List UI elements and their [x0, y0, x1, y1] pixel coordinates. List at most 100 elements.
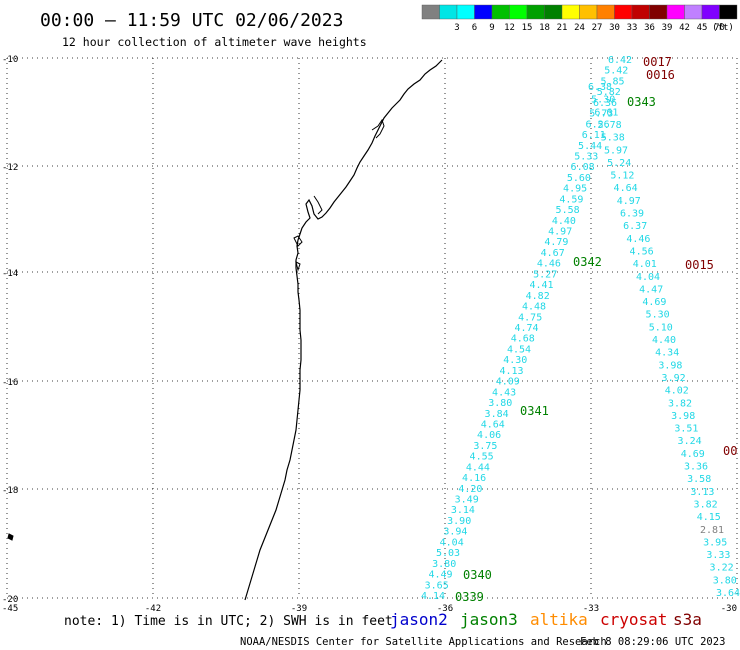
swh-value-label: 3.14: [451, 505, 475, 516]
swh-value-label: 4.82: [526, 291, 550, 302]
colorbar-unit-label: (ft): [712, 23, 734, 33]
swh-value-label: 3.65: [425, 580, 449, 591]
colorbar-swatch: [596, 4, 615, 20]
swh-value-label: 4.15: [697, 512, 721, 523]
colorbar-swatch: [631, 4, 650, 20]
latitude-label: -18: [2, 486, 18, 496]
colorbar-tick-label: 45: [697, 23, 708, 33]
colorbar-swatch: [439, 4, 458, 20]
swh-value-label: 4.56: [630, 247, 654, 258]
footer-timestamp: Feb 8 08:29:06 UTC 2023: [580, 636, 725, 648]
swh-value-label: 4.20: [458, 484, 482, 495]
swh-value-label: 6.61: [594, 107, 618, 118]
footer-credit: NOAA/NESDIS Center for Satellite Applica…: [240, 636, 607, 648]
latitude-label: -16: [2, 378, 18, 388]
swh-value-label: 4.01: [633, 259, 657, 270]
swh-value-label: 3.84: [485, 409, 509, 420]
swh-value-label: 6.37: [623, 221, 647, 232]
colorbar-tick-label: 30: [609, 23, 620, 33]
swh-value-label: 4.75: [518, 312, 542, 323]
colorbar-swatch: [526, 4, 545, 20]
swh-value-label: 6.39: [620, 209, 644, 220]
swh-value-label: 4.55: [470, 452, 494, 463]
swh-value-label: 4.97: [548, 227, 572, 238]
colorbar-swatch: [474, 4, 493, 20]
swh-value-label: 4.74: [514, 323, 538, 334]
latitude-label: -20: [2, 595, 18, 605]
colorbar-tick-label: 33: [627, 23, 638, 33]
swh-value-label: 4.69: [681, 449, 705, 460]
coastline: [244, 59, 443, 601]
swh-value-label: 4.64: [481, 420, 505, 431]
swh-value-label: 5.03: [436, 548, 460, 559]
swh-value-label: 3.94: [443, 527, 467, 538]
swh-value-label: 3.98: [658, 360, 682, 371]
coastline-bay: [371, 118, 385, 139]
swh-value-label: 3.58: [687, 474, 711, 485]
longitude-label: -30: [721, 604, 737, 614]
swh-value-label: 3.75: [473, 441, 497, 452]
swh-value-label: 5.10: [649, 322, 673, 333]
colorbar-swatch: [561, 4, 580, 20]
swh-value-label: 3.49: [455, 495, 479, 506]
swh-value-label: 4.02: [665, 386, 689, 397]
longitude-label: -45: [2, 604, 18, 614]
pass-id-label: 0015: [685, 258, 714, 272]
swh-value-label: 3.98: [671, 411, 695, 422]
colorbar-tick-label: 3: [454, 23, 459, 33]
colorbar-tick-label: 18: [539, 23, 550, 33]
legend-jason2: jason2: [390, 610, 448, 629]
swh-value-label: 2.81: [700, 525, 724, 536]
colorbar-tick-label: 70: [714, 23, 725, 33]
swh-value-label: 4.47: [639, 284, 663, 295]
map-title: 00:00 – 11:59 UTC 02/06/2023: [40, 10, 343, 31]
swh-value-label: 5.38: [601, 133, 625, 144]
swh-value-label: 5.44: [578, 141, 602, 152]
swh-value-label: 4.97: [617, 196, 641, 207]
colorbar-tick-label: 36: [644, 23, 655, 33]
swh-value-label: 5.30: [646, 310, 670, 321]
swh-value-label: 3.82: [694, 499, 718, 510]
swh-value-label: 3.90: [447, 516, 471, 527]
swh-value-label: 5.85: [600, 76, 624, 87]
coastline-island-small: [295, 261, 301, 272]
swh-value-label: 6.38: [588, 82, 612, 93]
swh-value-label: 3.80: [713, 575, 737, 586]
coastline-offshore-dot: [7, 533, 14, 541]
pass-id-label: 0342: [573, 255, 602, 269]
colorbar-tick-label: 42: [679, 23, 690, 33]
pass-id-label: 0017: [643, 55, 672, 69]
colorbar-swatch: [684, 4, 703, 20]
longitude-label: -42: [145, 604, 161, 614]
swh-value-label: 4.41: [529, 280, 553, 291]
swh-value-label: 4.48: [522, 302, 546, 313]
swh-value-label: 4.44: [466, 462, 490, 473]
pass-id-label: 0343: [627, 95, 656, 109]
swh-value-label: 4.30: [503, 355, 527, 366]
colorbar-swatch: [421, 4, 440, 20]
swh-value-label: 6.26: [586, 119, 610, 130]
swh-value-label: 3.92: [662, 373, 686, 384]
latitude-label: -10: [2, 55, 18, 65]
swh-value-label: 5.12: [610, 171, 634, 182]
swh-value-label: 3.95: [703, 537, 727, 548]
swh-value-label: 5.60: [567, 173, 591, 184]
swh-value-label: 5.30: [591, 95, 615, 106]
legend-jason3: jason3: [460, 610, 518, 629]
colorbar-tick-label: 9: [489, 23, 494, 33]
colorbar-swatch: [544, 4, 563, 20]
pass-id-label: 0341: [520, 404, 549, 418]
swh-value-label: 5.42: [604, 66, 628, 77]
swh-value-label: 4.09: [496, 377, 520, 388]
satellite-legend: jason2 jason3 altika cryosat s3a: [390, 610, 702, 629]
swh-value-label: 4.40: [652, 335, 676, 346]
pass-id-label: 0016: [646, 68, 675, 82]
map-subtitle: 12 hour collection of altimeter wave hei…: [62, 35, 367, 49]
swh-value-label: 5.58: [556, 205, 580, 216]
colorbar-tick-label: 15: [522, 23, 533, 33]
swh-value-label: 4.34: [655, 348, 679, 359]
swh-value-label: 4.49: [428, 570, 452, 581]
colorbar-swatch: [509, 4, 528, 20]
